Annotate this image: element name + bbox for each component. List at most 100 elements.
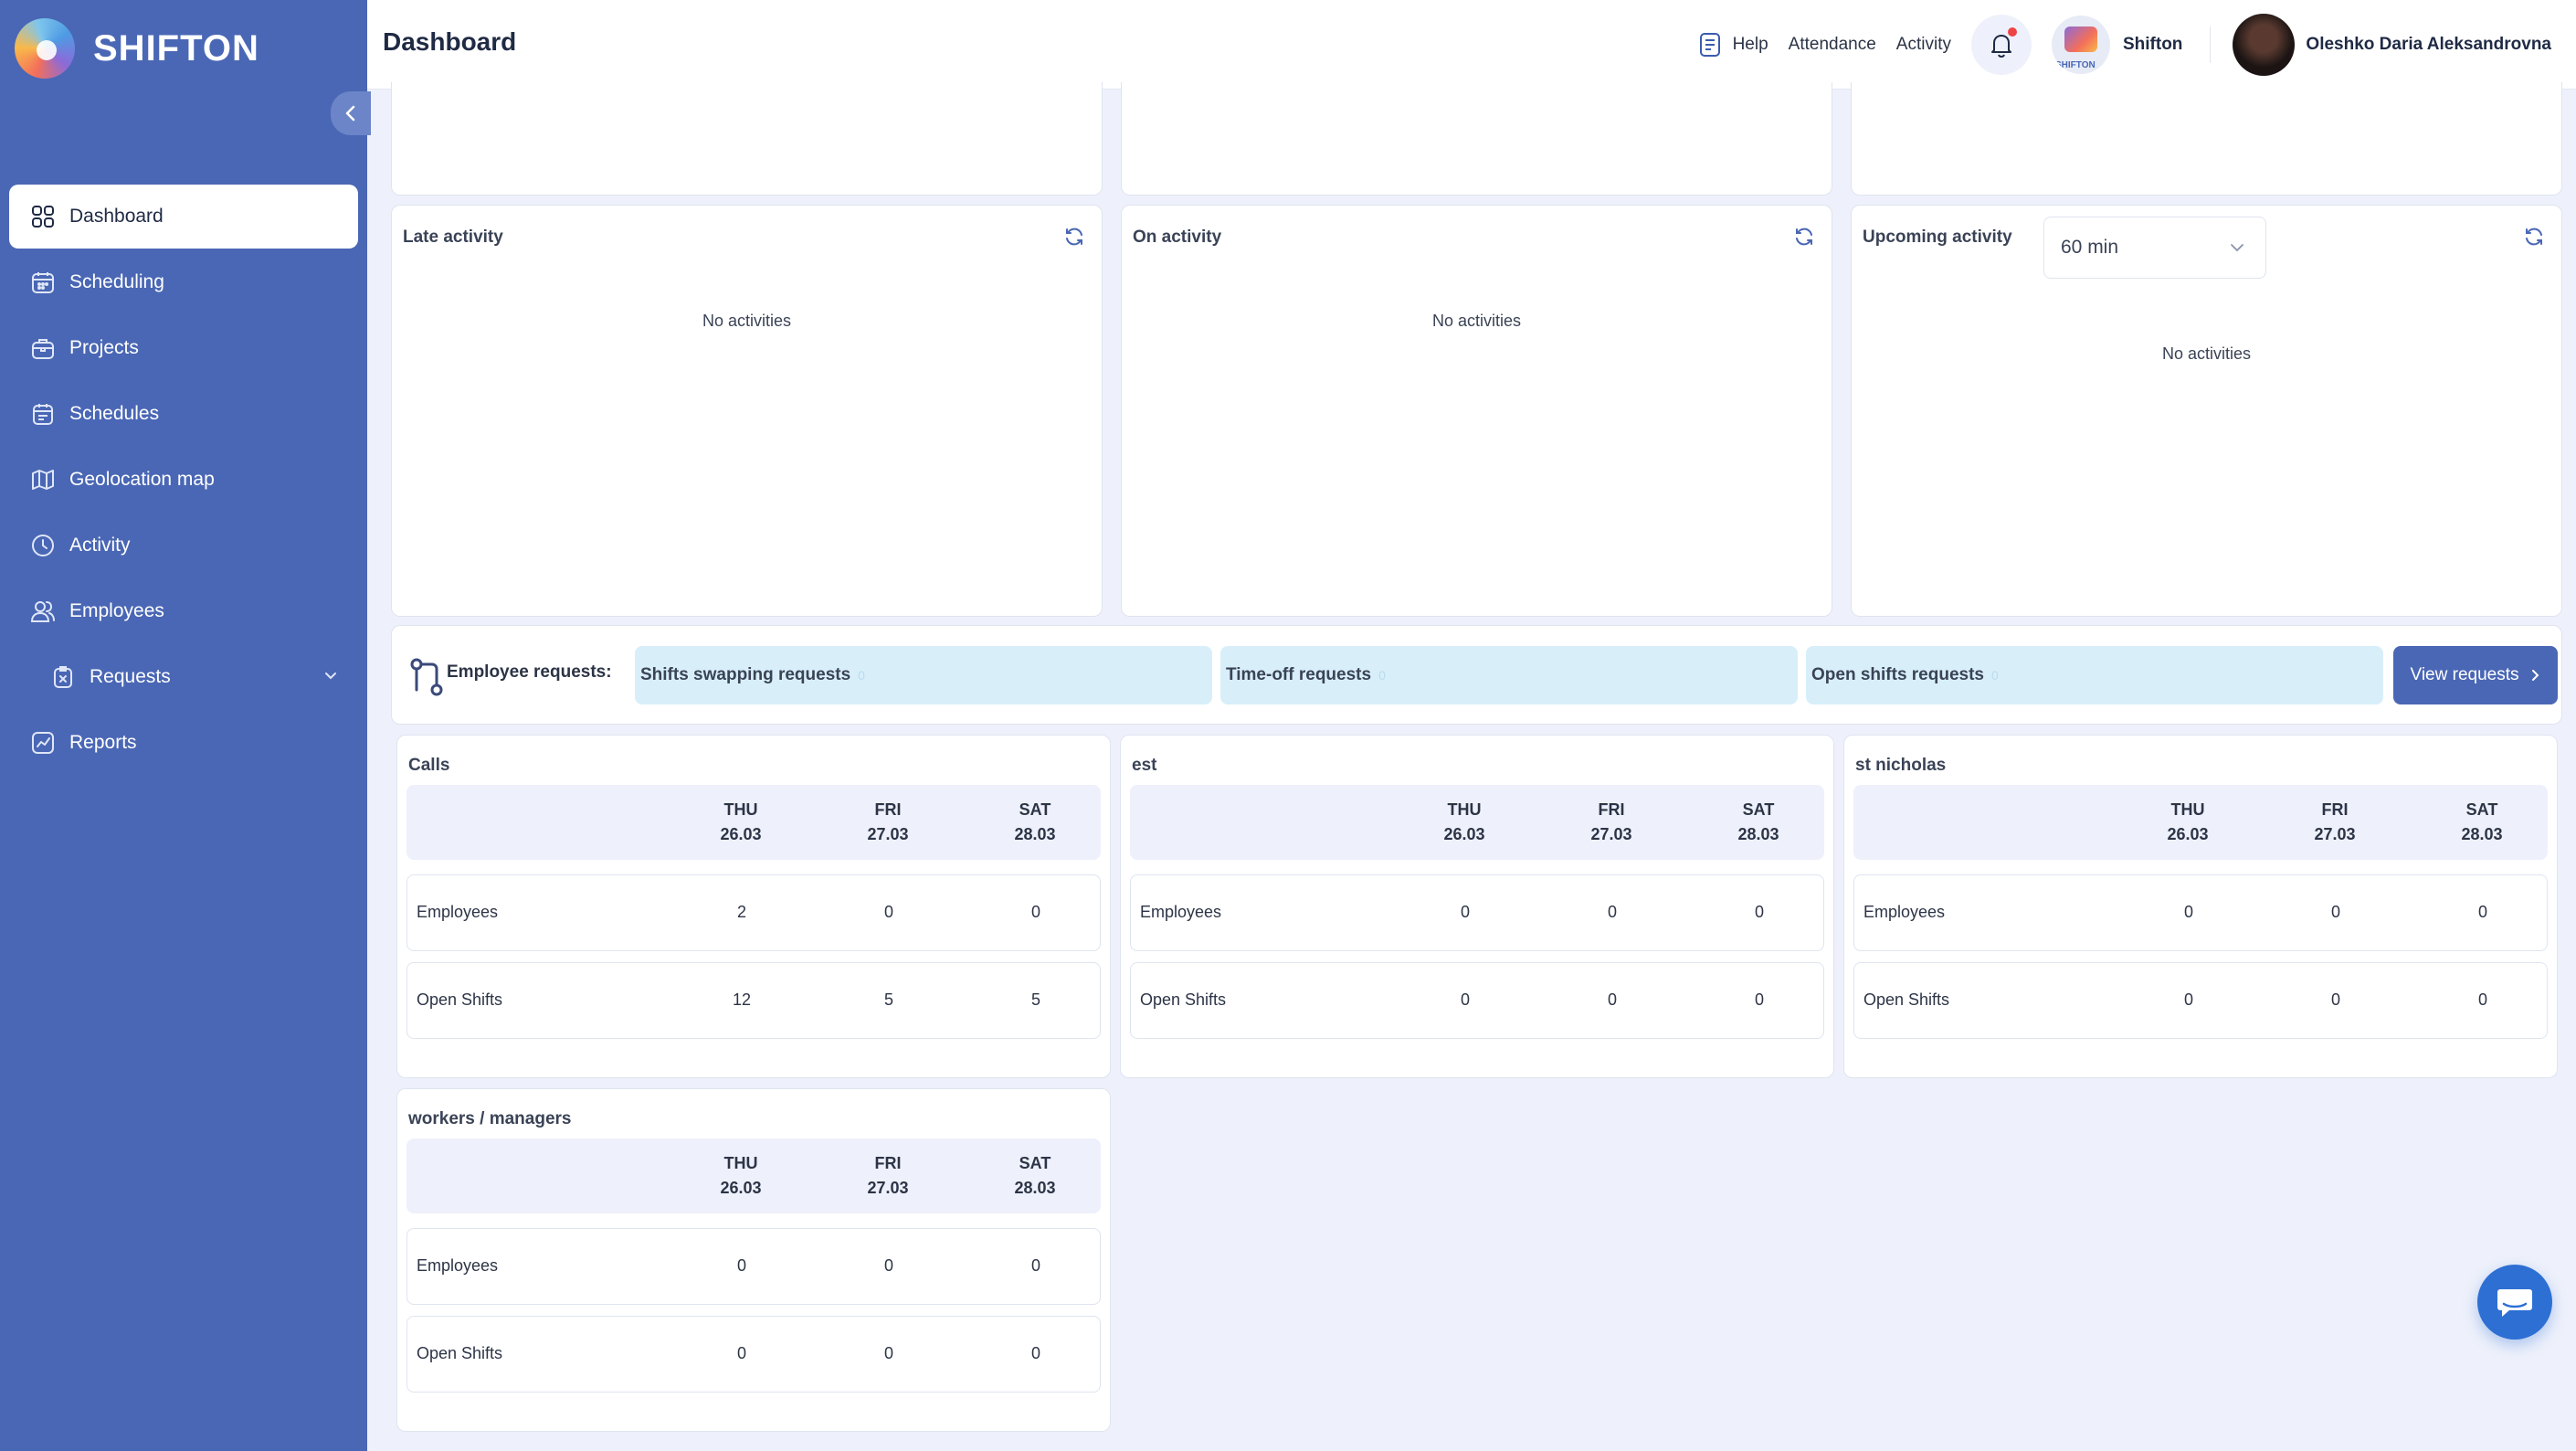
- top-card-1: [391, 82, 1103, 196]
- sidebar-item-label: Activity: [69, 535, 131, 556]
- sidebar-item-label: Schedules: [69, 403, 160, 424]
- employees-count: 0: [1030, 903, 1040, 921]
- activity-link[interactable]: Activity: [1895, 35, 1951, 54]
- sidebar-nav: Dashboard Scheduling Projects Schedules …: [9, 185, 358, 777]
- open-shifts-requests[interactable]: Open shifts requests 0: [1806, 646, 2383, 704]
- employees-count: 0: [1607, 903, 1617, 921]
- open-shifts-row: Open Shifts 0 0 0: [1853, 962, 2548, 1039]
- page-title: Dashboard: [383, 27, 517, 56]
- day-column: SAT 28.03: [1737, 800, 1779, 843]
- employee-requests-bar: Employee requests: Shifts swapping reque…: [391, 625, 2562, 725]
- sidebar-item-employees[interactable]: Employees: [9, 579, 358, 643]
- open-shifts-count: 0: [1607, 990, 1617, 1009]
- brand-name: SHIFTON: [93, 27, 259, 69]
- open-shifts-row: Open Shifts 0 0 0: [406, 1316, 1101, 1393]
- sidebar-item-activity[interactable]: Activity: [9, 514, 358, 577]
- company-name[interactable]: Shifton: [2122, 35, 2183, 54]
- sidebar-item-requests[interactable]: Requests: [9, 645, 358, 709]
- row-label: Employees: [1863, 903, 1946, 921]
- open-shifts-count: 0: [1030, 1344, 1040, 1362]
- day-column: FRI 27.03: [867, 800, 909, 843]
- day-column: FRI 27.03: [867, 1154, 909, 1197]
- employees-count: 0: [2330, 903, 2340, 921]
- user-name[interactable]: Oleshko Daria Aleksandrovna: [2306, 35, 2551, 54]
- map-icon: [29, 466, 57, 493]
- open-shifts-count: 0: [1460, 990, 1470, 1009]
- attendance-link[interactable]: Attendance: [1788, 35, 1876, 54]
- sidebar-item-geolocation-map[interactable]: Geolocation map: [9, 448, 358, 512]
- sidebar-item-schedules[interactable]: Schedules: [9, 382, 358, 446]
- request-icon: [49, 663, 77, 691]
- header-divider: [2210, 26, 2212, 63]
- stat-card-est: est THU 26.03 FRI 27.03 SAT 28.03 Employees…: [1120, 735, 1834, 1078]
- row-label: Employees: [417, 903, 499, 921]
- help-link[interactable]: Help: [1732, 35, 1768, 54]
- requests-flow-icon: [410, 658, 443, 696]
- sidebar: SHIFTON Dashboard Scheduling Projects: [0, 0, 371, 1451]
- logo-icon: [15, 18, 75, 79]
- help-icon[interactable]: [1696, 31, 1724, 58]
- sidebar-item-dashboard[interactable]: Dashboard: [9, 185, 358, 249]
- day-column: FRI 27.03: [2314, 800, 2356, 843]
- on-activity-card: On activity No activities: [1121, 205, 1832, 617]
- chart-icon: [29, 729, 57, 757]
- sidebar-item-reports[interactable]: Reports: [9, 711, 358, 775]
- brand-logo[interactable]: SHIFTON: [15, 16, 259, 80]
- company-avatar[interactable]: SHIFTON: [2051, 16, 2110, 74]
- view-requests-label: View requests: [2410, 665, 2519, 684]
- user-avatar[interactable]: [2233, 14, 2296, 76]
- card-title: st nicholas: [1855, 756, 1947, 775]
- collapse-sidebar-button[interactable]: [331, 91, 371, 135]
- time-off-requests[interactable]: Time-off requests 0: [1220, 646, 1798, 704]
- sidebar-item-scheduling[interactable]: Scheduling: [9, 250, 358, 314]
- clock-icon: [29, 532, 57, 559]
- refresh-icon[interactable]: [1063, 226, 1085, 248]
- notification-badge: [2007, 27, 2017, 37]
- support-chat-button[interactable]: [2477, 1265, 2552, 1340]
- empty-state-text: No activities: [1431, 312, 1522, 330]
- day-column: SAT 28.03: [1014, 1154, 1056, 1197]
- day-column: SAT 28.03: [1014, 800, 1056, 843]
- card-title: workers / managers: [408, 1109, 572, 1128]
- days-header: THU 26.03 FRI 27.03 SAT 28.03: [406, 1139, 1101, 1213]
- open-shifts-count: 0: [736, 1344, 746, 1362]
- calendar-icon: [29, 269, 57, 296]
- request-count: 0: [1378, 668, 1386, 683]
- schedule-icon: [29, 400, 57, 428]
- sidebar-item-label: Geolocation map: [69, 469, 215, 490]
- days-header: THU 26.03 FRI 27.03 SAT 28.03: [1853, 785, 2548, 860]
- top-card-2: [1121, 82, 1832, 196]
- top-card-3: [1851, 82, 2562, 196]
- employee-requests-label: Employee requests:: [447, 662, 612, 682]
- company-avatar-text: SHIFTON: [2054, 60, 2096, 70]
- view-requests-button[interactable]: View requests: [2393, 646, 2558, 704]
- upcoming-activity-card: Upcoming activity 60 min No activities: [1851, 205, 2562, 617]
- open-shifts-count: 0: [2330, 990, 2340, 1009]
- chevron-left-icon: [345, 105, 355, 122]
- employees-count: 0: [883, 1256, 893, 1275]
- open-shifts-count: 5: [883, 990, 893, 1009]
- row-label: Open Shifts: [1140, 990, 1227, 1009]
- company-logo-icon: [2064, 26, 2097, 52]
- chevron-down-icon[interactable]: [323, 668, 338, 687]
- open-shifts-count: 0: [2183, 990, 2193, 1009]
- refresh-icon[interactable]: [2523, 226, 2545, 248]
- shifts-swapping-requests[interactable]: Shifts swapping requests 0: [635, 646, 1212, 704]
- notifications-button[interactable]: [1970, 15, 2032, 75]
- late-activity-card: Late activity No activities: [391, 205, 1103, 617]
- open-shifts-row: Open Shifts 0 0 0: [1130, 962, 1824, 1039]
- employees-count: 0: [2183, 903, 2193, 921]
- refresh-icon[interactable]: [1793, 226, 1815, 248]
- row-label: Open Shifts: [1863, 990, 1950, 1009]
- open-shifts-row: Open Shifts 12 5 5: [406, 962, 1101, 1039]
- sidebar-item-label: Employees: [69, 600, 164, 621]
- interval-select-value: 60 min: [2061, 237, 2119, 258]
- day-column: THU 26.03: [720, 1154, 762, 1197]
- open-shifts-count: 0: [883, 1344, 893, 1362]
- users-icon: [29, 598, 57, 625]
- card-title: On activity: [1133, 228, 1222, 247]
- grid-icon: [29, 203, 57, 230]
- interval-select[interactable]: 60 min: [2043, 217, 2266, 279]
- sidebar-item-projects[interactable]: Projects: [9, 316, 358, 380]
- employees-row: Employees 0 0 0: [406, 1228, 1101, 1305]
